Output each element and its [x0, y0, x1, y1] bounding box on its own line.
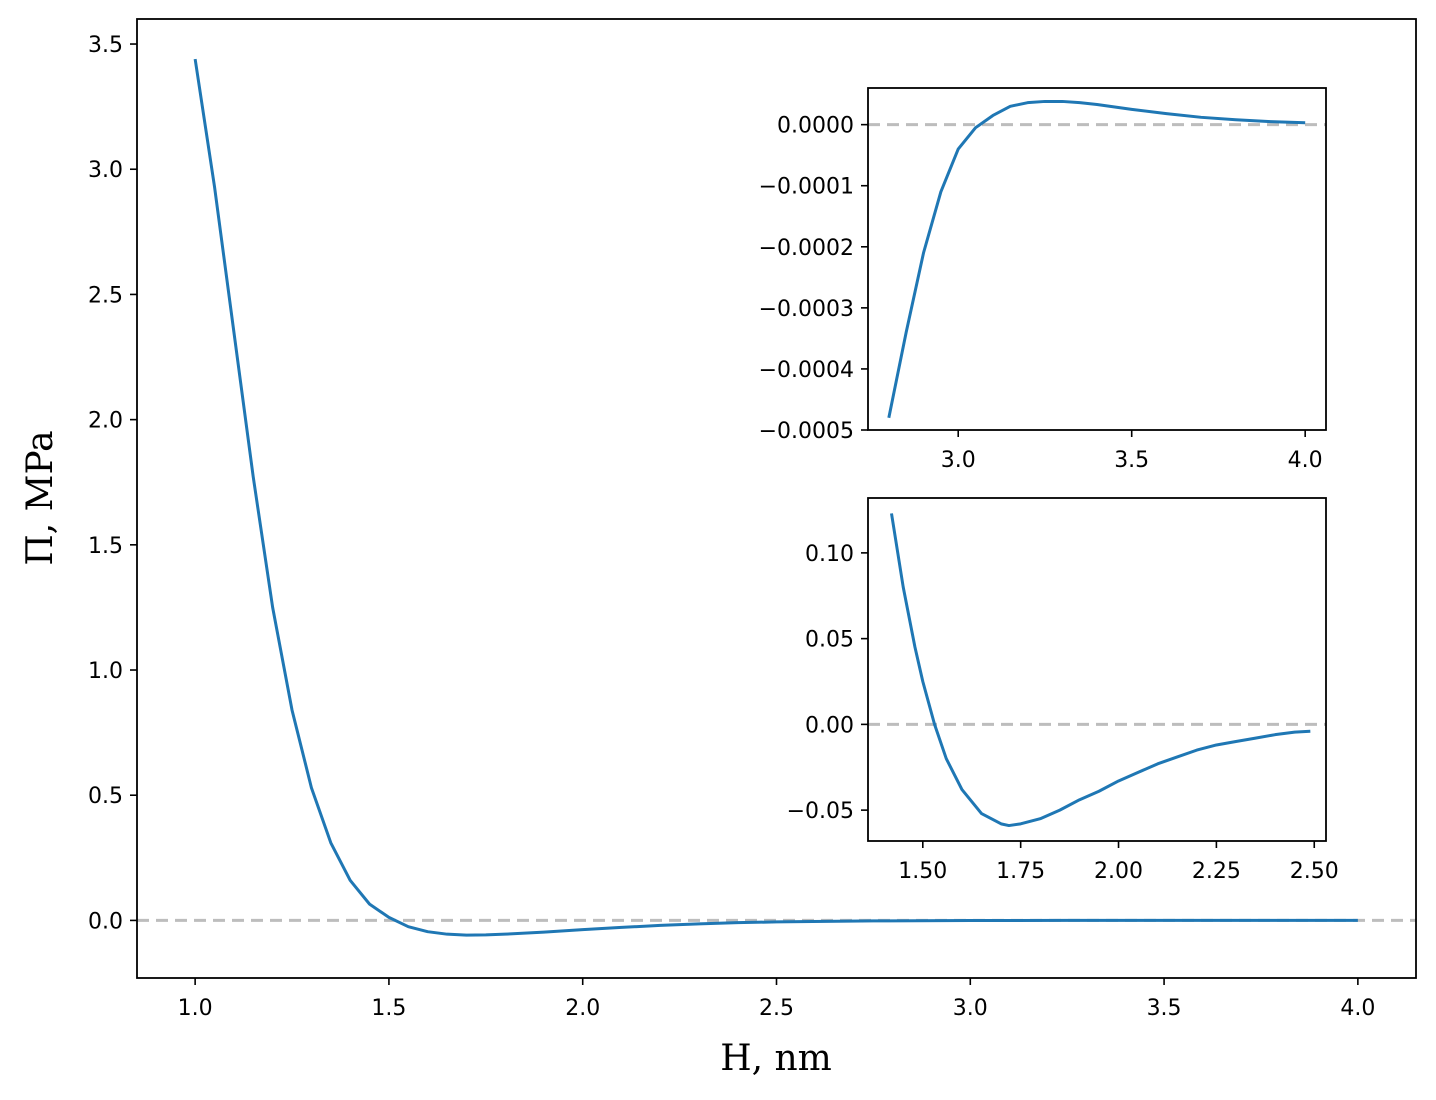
- inset-top-y-tick-label: −0.0004: [759, 358, 854, 383]
- main-y-tick-label: 2.5: [88, 283, 123, 308]
- inset-top-x-tick-label: 4.0: [1288, 448, 1323, 473]
- main-y-tick-label: 0.0: [88, 909, 123, 934]
- inset-top-plot: 3.0 3.5 4.0 0.0000 −0.0001 −0.0002 −0.0003 −0.0…: [759, 87, 1327, 473]
- main-y-tick-label: 1.5: [88, 534, 123, 559]
- inset-bottom-plot: 1.50 1.75 2.00 2.25 2.50 0.10 0.05 0.00 −0.05: [787, 497, 1339, 884]
- main-x-tick-label: 1.0: [178, 996, 213, 1021]
- main-plot: 1.0 1.5 2.0 2.5 3.0 3.5 4.0 0.0 0.5 1.0 1.5 2.0 2.5 3…: [88, 18, 1417, 1021]
- main-x-tick-label: 3.5: [1147, 996, 1182, 1021]
- x-axis-title: H, nm: [720, 1038, 832, 1079]
- inset-bottom-y-tick-label: 0.10: [805, 542, 854, 567]
- inset-top-y-tick-label: −0.0002: [759, 236, 854, 261]
- inset-bottom-y-tick-label: −0.05: [787, 799, 854, 824]
- inset-bottom-series-line: [890, 513, 1311, 828]
- inset-top-x-tick-label: 3.0: [941, 448, 976, 473]
- main-x-tick-label: 4.0: [1340, 996, 1375, 1021]
- main-y-tick-label: 3.5: [88, 33, 123, 58]
- inset-bottom-y-tick-label: 0.05: [805, 628, 854, 653]
- inset-bottom-axes-frame: [867, 497, 1327, 842]
- inset-bottom-x-tick-label: 1.75: [996, 859, 1045, 884]
- inset-bottom-x-tick-label: 2.25: [1192, 859, 1241, 884]
- inset-bottom-x-tick-label: 2.50: [1290, 859, 1339, 884]
- main-y-tick-label: 3.0: [88, 158, 123, 183]
- main-x-tick-label: 1.5: [371, 996, 406, 1021]
- main-series-line: [193, 58, 1358, 937]
- inset-bottom-x-tick-label: 2.00: [1094, 859, 1143, 884]
- inset-bottom-y-tick-label: 0.00: [805, 713, 854, 738]
- main-y-tick-label: 1.0: [88, 659, 123, 684]
- main-y-tick-label: 2.0: [88, 409, 123, 434]
- inset-top-y-tick-label: 0.0000: [777, 114, 854, 139]
- inset-top-y-tick-label: −0.0005: [759, 419, 854, 444]
- y-axis-title: Π, MPa: [20, 430, 61, 565]
- main-x-tick-label: 2.5: [759, 996, 794, 1021]
- inset-bottom-x-tick-label: 1.50: [898, 859, 947, 884]
- main-x-tick-label: 2.0: [565, 996, 600, 1021]
- main-x-tick-label: 3.0: [953, 996, 988, 1021]
- inset-top-y-tick-label: −0.0001: [759, 175, 854, 200]
- inset-top-y-tick-label: −0.0003: [759, 297, 854, 322]
- inset-top-x-tick-label: 3.5: [1114, 448, 1149, 473]
- main-y-tick-label: 0.5: [88, 784, 123, 809]
- inset-top-series-line: [887, 99, 1306, 419]
- inset-top-axes-frame: [867, 87, 1327, 431]
